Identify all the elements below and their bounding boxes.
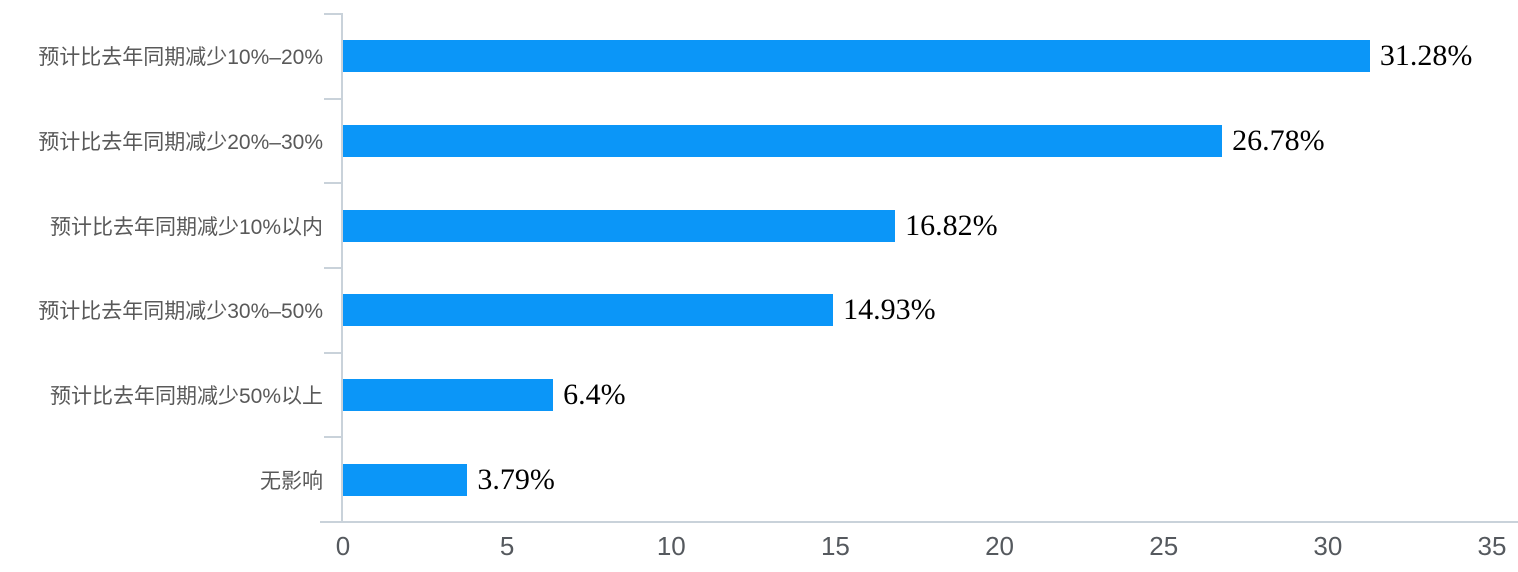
value-label: 31.28% [1379,39,1473,73]
x-axis-ticks: 0 5 10 15 20 25 30 35 [336,531,1507,567]
category-label: 预计比去年同期减少50%以上 [49,384,323,408]
chart-row: 预计比去年同期减少30%–50% 14.93% [0,266,1492,353]
chart-row: 预计比去年同期减少20%–30% 26.78% [0,97,1492,184]
bar-track: 6.4% [343,377,1492,411]
x-axis-tick-label: 20 [985,531,1015,561]
chart-row: 预计比去年同期减少10%以内 16.82% [0,182,1492,268]
bar [343,124,1223,157]
bar [343,294,834,327]
chart-row: 预计比去年同期减少10%–20% 31.28% [0,13,1492,99]
bar-track: 16.82% [343,208,1492,242]
x-axis-tick-label: 10 [656,531,686,561]
value-label: 6.4% [563,377,626,411]
category-label: 无影响 [260,469,323,493]
bar-track: 31.28% [343,39,1492,73]
chart-row: 无影响 3.79% [0,436,1492,522]
bar [343,40,1370,73]
x-axis-tick-label: 35 [1477,531,1507,561]
category-label: 预计比去年同期减少30%–50% [38,300,323,324]
category-label: 预计比去年同期减少10%以内 [49,215,323,239]
bar [343,463,468,496]
value-label: 14.93% [843,293,936,327]
bar [343,378,554,411]
plot-area: 预计比去年同期减少10%–20% 31.28% 预计比去年同期减少20%–30%… [0,13,1492,522]
x-axis-tick-label: 30 [1313,531,1343,561]
value-label: 3.79% [477,462,555,496]
x-axis-tick-label: 15 [820,531,850,561]
bar-track: 26.78% [343,123,1492,157]
chart-row: 预计比去年同期减少50%以上 6.4% [0,351,1492,438]
bar [343,209,896,242]
bar-track: 14.93% [343,293,1492,327]
category-label: 预计比去年同期减少20%–30% [38,130,323,154]
x-axis-tick-label: 5 [499,531,515,561]
value-label: 26.78% [1232,123,1325,157]
x-axis-tick-label: 25 [1149,531,1179,561]
x-axis-line [320,521,1518,523]
category-label: 预计比去年同期减少10%–20% [38,46,323,70]
x-axis-tick-label: 0 [335,531,351,561]
bar-track: 3.79% [343,462,1492,496]
value-label: 16.82% [905,208,998,242]
